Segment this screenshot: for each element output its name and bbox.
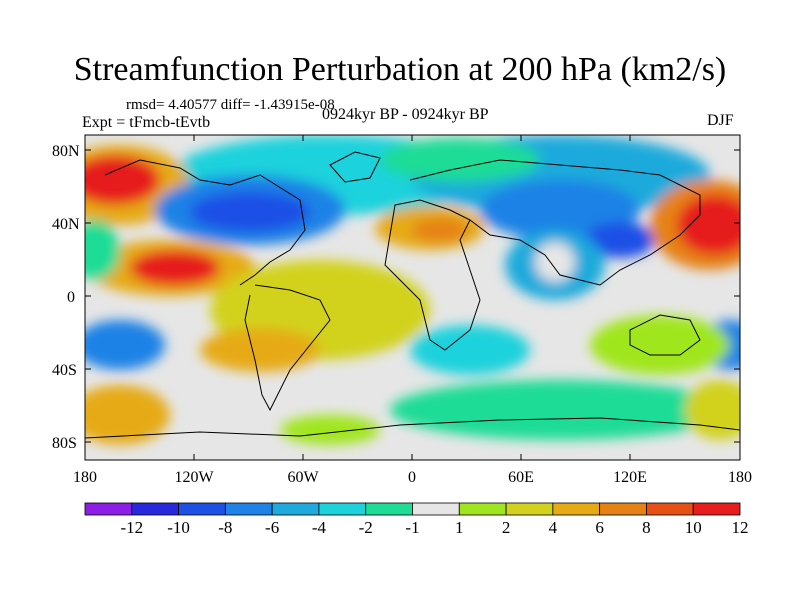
x-tick-label: 180 [728,469,752,486]
colorbar-label: -2 [359,518,373,537]
colorbar-label: 12 [732,518,749,537]
anomaly-region [410,325,530,375]
anomaly-region [480,180,640,240]
colorbar-swatch [131,502,179,516]
coastline-eurasia [409,159,701,286]
colorbar: -12 -10 -8 -6 -4 -2 -1 1 2 4 6 8 10 12 [84,502,749,537]
coastline-antarctica [85,417,740,439]
x-tick-label: 120W [174,469,214,486]
anomaly-region [390,380,730,440]
y-tick-label: 40N [52,216,80,233]
colorbar-swatch [224,502,273,516]
colorbar-label: 1 [455,518,464,537]
colorbar-swatch [318,502,367,516]
anomaly-region [280,415,380,445]
colorbar-label: 2 [502,518,511,537]
colorbar-label: 8 [642,518,651,537]
colorbar-swatch [271,502,320,516]
colorbar-swatch [646,502,694,516]
anomaly-region [685,380,740,440]
season-label: DJF [707,112,734,129]
y-tick-label: 40S [52,362,77,379]
x-tick-label: 0 [408,469,416,486]
colorbar-swatch [505,502,554,516]
coastline-africa [384,199,481,351]
y-tick-label: 0 [67,289,75,306]
anomaly-region [585,222,655,258]
anomaly-region [190,192,310,232]
colorbar-label: -6 [265,518,279,537]
anomaly-region [677,195,740,255]
anomaly-region [535,242,575,282]
experiment-label: Expt = tFmcb-tEvtb [82,114,211,131]
colorbar-swatch [365,502,413,516]
colorbar-swatch [599,502,647,516]
colorbar-swatch [458,502,507,516]
contour-fill-field [85,135,740,460]
anomaly-region [590,315,730,375]
anomaly-region [412,218,468,242]
coastlines [85,151,740,439]
anomaly-region [130,250,220,286]
anomaly-region [85,320,165,370]
coastline-australia [629,314,701,356]
y-tick-label: 80N [52,143,80,160]
x-tick-label: 60W [287,469,319,486]
colorbar-label: -12 [120,518,143,537]
x-tick-label: 120E [613,469,647,486]
period-label: 0924kyr BP - 0924kyr BP [322,106,489,123]
colorbar-label: -8 [218,518,232,537]
tick-marks [85,135,740,460]
colorbar-label: -4 [312,518,327,537]
colorbar-label: -10 [167,518,190,537]
coastline-north-america [104,159,306,286]
anomaly-region [85,155,160,205]
colorbar-swatch [552,502,601,516]
coastline-south-america [244,284,331,412]
colorbar-swatch [84,502,133,516]
colorbar-label: 10 [685,518,702,537]
x-tick-label: 180 [73,469,97,486]
anomaly-region [200,328,320,372]
rmsd-diff-stats: rmsd= 4.40577 diff= -1.43915e-08 [126,97,335,113]
colorbar-label: 6 [595,518,604,537]
plot-title: Streamfunction Perturbation at 200 hPa (… [73,51,727,88]
colorbar-swatch [178,502,226,516]
coastline-greenland [329,151,381,183]
colorbar-swatch [412,502,460,516]
colorbar-label: -1 [405,518,419,537]
colorbar-label: 4 [549,518,558,537]
colorbar-swatch [692,502,741,516]
anomaly-region [380,138,540,182]
y-tick-label: 80S [52,435,77,452]
anomaly-blobs [85,135,740,445]
x-tick-label: 60E [508,469,534,486]
anomaly-region [85,220,120,280]
anomaly-region [85,385,170,445]
